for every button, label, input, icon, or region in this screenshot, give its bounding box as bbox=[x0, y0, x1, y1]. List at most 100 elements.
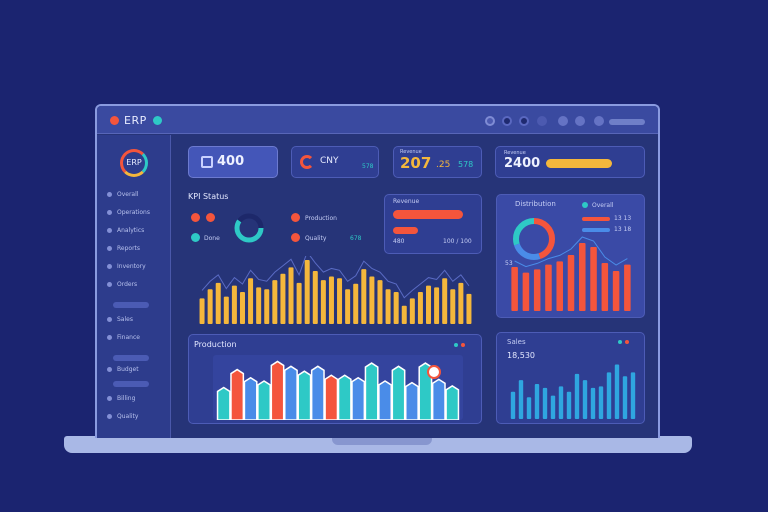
kpi-card-3[interactable]: 207 .25 578 Revenue bbox=[393, 146, 482, 178]
progress-sublabel: 480 bbox=[393, 238, 405, 245]
bullet-icon bbox=[107, 263, 112, 269]
legend-label: Overall bbox=[592, 202, 614, 209]
legend-value: 13 18 bbox=[614, 226, 632, 233]
dist-bar-7 bbox=[590, 247, 597, 311]
box-icon bbox=[201, 156, 213, 168]
sidebar-item-budget[interactable]: Budget bbox=[107, 363, 139, 375]
legend-value: 13 13 bbox=[614, 215, 632, 222]
bullet-icon bbox=[107, 245, 112, 251]
production-bar-1 bbox=[230, 368, 245, 420]
kpi-value: 2400 bbox=[504, 156, 541, 171]
production-bar-13 bbox=[391, 365, 406, 420]
legend-dot-icon bbox=[618, 340, 622, 344]
main-bar-6 bbox=[248, 278, 254, 324]
main-bar-16 bbox=[328, 276, 334, 324]
kpi-subvalue: 578 bbox=[458, 160, 474, 169]
settings-icon[interactable] bbox=[519, 116, 529, 126]
production-bar-6 bbox=[297, 370, 312, 420]
sidebar-item-orders[interactable]: Orders bbox=[107, 278, 137, 290]
legend-dot-icon bbox=[191, 233, 200, 242]
progress-ring-icon bbox=[300, 155, 314, 169]
sidebar-item-sales[interactable]: Sales bbox=[107, 313, 133, 325]
kpi-value: 207 bbox=[400, 154, 432, 172]
sidebar-item-label: Finance bbox=[117, 333, 140, 341]
progress-panel[interactable]: Revenue 480 100 / 100 bbox=[384, 194, 482, 254]
production-bar-12 bbox=[378, 380, 392, 420]
legend-label: Done bbox=[204, 235, 220, 242]
donut-slice-2 bbox=[513, 218, 555, 260]
marker-pin-icon bbox=[427, 365, 441, 379]
bullet-icon bbox=[107, 413, 112, 419]
main-bar-33 bbox=[466, 293, 472, 324]
chat-icon[interactable] bbox=[502, 116, 512, 126]
main-bar-32 bbox=[458, 282, 464, 324]
legend-dot-icon bbox=[625, 340, 629, 344]
sidebar-pill[interactable] bbox=[113, 355, 149, 361]
kpi-status-block: KPI Status Done Production Quality 678 bbox=[188, 192, 368, 252]
production-bar-8 bbox=[324, 374, 339, 420]
sidebar-item-inventory[interactable]: Inventory bbox=[107, 260, 146, 272]
legend-dot-icon bbox=[291, 213, 300, 222]
avatar[interactable]: ERP bbox=[120, 149, 148, 177]
sidebar-item-label: Quality bbox=[117, 412, 139, 420]
production-panel[interactable]: Production bbox=[188, 334, 482, 424]
sidebar-item-operations[interactable]: Operations bbox=[107, 206, 150, 218]
main-bar-4 bbox=[231, 285, 237, 324]
legend-dot-icon bbox=[291, 233, 300, 242]
sales-bar-8 bbox=[574, 373, 580, 419]
sales-bar-1 bbox=[518, 380, 524, 419]
legend-label: Quality bbox=[305, 235, 327, 242]
sidebar-item-finance[interactable]: Finance bbox=[107, 331, 140, 343]
production-bar-14 bbox=[405, 381, 419, 420]
kpi-card-1[interactable]: 400 bbox=[188, 146, 278, 178]
kpi-card-2[interactable]: CNY 578 bbox=[291, 146, 379, 178]
main-bar-25 bbox=[401, 305, 407, 324]
sales-panel[interactable]: Sales 18,530 bbox=[496, 332, 645, 424]
main-bar-chart bbox=[199, 256, 472, 324]
main-bar-0 bbox=[199, 298, 205, 324]
sales-bar-11 bbox=[598, 386, 604, 419]
kpi-label: Revenue bbox=[400, 149, 422, 155]
sidebar-item-label: Billing bbox=[117, 394, 136, 402]
sidebar-item-label: Overall bbox=[117, 190, 139, 198]
panel-title: Sales bbox=[507, 338, 526, 346]
search-input[interactable] bbox=[609, 119, 645, 125]
production-bar-9 bbox=[337, 374, 352, 420]
legend-dot-icon bbox=[461, 343, 465, 347]
legend-dot-icon bbox=[582, 202, 588, 208]
sidebar-item-billing[interactable]: Billing bbox=[107, 392, 135, 404]
sales-bar-10 bbox=[590, 387, 596, 419]
bullet-icon bbox=[107, 227, 112, 233]
sidebar-pill[interactable] bbox=[113, 381, 149, 387]
sidebar-pill[interactable] bbox=[113, 302, 149, 308]
main-bar-7 bbox=[256, 287, 262, 324]
dist-bar-10 bbox=[624, 264, 631, 311]
main-bar-30 bbox=[442, 278, 448, 324]
sidebar-item-reports[interactable]: Reports bbox=[107, 242, 140, 254]
user-icon[interactable] bbox=[594, 116, 604, 126]
bullet-icon bbox=[107, 209, 112, 215]
sidebar-item-quality[interactable]: Quality bbox=[107, 410, 138, 422]
distribution-panel[interactable]: Distribution 53 Overall 13 13 13 18 bbox=[496, 194, 645, 318]
sidebar-item-label: Sales bbox=[117, 315, 133, 323]
sales-bar-3 bbox=[534, 384, 540, 419]
kpi-subvalue: 578 bbox=[362, 163, 374, 170]
sidebar-item-label: Inventory bbox=[117, 262, 146, 270]
gauge-chart bbox=[234, 213, 264, 243]
help-icon[interactable] bbox=[558, 116, 568, 126]
dist-bar-4 bbox=[556, 261, 563, 311]
bullet-icon bbox=[107, 281, 112, 287]
kpi-decimal: .25 bbox=[436, 160, 451, 170]
notification-icon[interactable] bbox=[485, 116, 495, 126]
kpi-card-4[interactable]: Revenue 2400 bbox=[495, 146, 645, 178]
main-bar-13 bbox=[304, 260, 310, 324]
sidebar-item-overall[interactable]: Overall bbox=[107, 188, 138, 200]
production-bar-chart bbox=[216, 360, 460, 420]
sidebar-item-analytics[interactable]: Analytics bbox=[107, 224, 144, 236]
refresh-icon[interactable] bbox=[575, 116, 585, 126]
app-logo-text: ERP bbox=[124, 114, 147, 127]
sidebar-item-label: Analytics bbox=[117, 226, 145, 234]
pin-icon[interactable] bbox=[537, 116, 547, 126]
sidebar-item-label: Reports bbox=[117, 244, 141, 252]
donut-slice-1 bbox=[513, 218, 555, 260]
